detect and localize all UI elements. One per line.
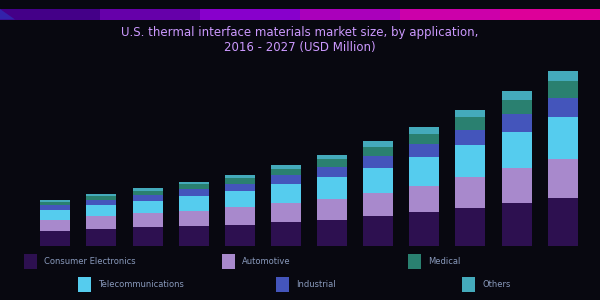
Bar	[548, 159, 578, 197]
Bar	[502, 203, 532, 246]
Bar	[502, 100, 532, 115]
Bar	[317, 199, 347, 220]
Bar	[455, 130, 485, 145]
Bar	[179, 211, 209, 226]
Bar	[271, 169, 301, 176]
Bar	[317, 160, 347, 167]
Bar	[317, 220, 347, 246]
Bar	[548, 71, 578, 81]
Text: Medical: Medical	[428, 257, 461, 266]
Bar	[222, 254, 235, 269]
Text: Telecommunications: Telecommunications	[98, 280, 184, 289]
Bar	[455, 208, 485, 246]
Bar	[502, 115, 532, 132]
Bar	[179, 189, 209, 196]
Bar	[40, 205, 70, 210]
Bar	[179, 182, 209, 184]
Bar	[548, 98, 578, 117]
Bar	[409, 134, 439, 144]
Bar	[502, 132, 532, 169]
Bar	[409, 158, 439, 186]
Bar	[317, 178, 347, 199]
Bar	[455, 178, 485, 208]
Bar	[40, 231, 70, 246]
Bar	[225, 175, 255, 178]
Bar	[225, 184, 255, 191]
Bar	[86, 216, 116, 229]
Bar	[133, 190, 163, 195]
Bar	[225, 224, 255, 246]
Bar	[86, 205, 116, 216]
Bar	[133, 227, 163, 246]
Bar	[24, 254, 37, 269]
Bar	[40, 210, 70, 220]
Bar	[271, 203, 301, 222]
Bar	[179, 196, 209, 211]
Polygon shape	[0, 9, 15, 20]
Bar	[86, 200, 116, 205]
Bar	[409, 212, 439, 246]
Text: Automotive: Automotive	[242, 257, 291, 266]
Bar	[502, 169, 532, 203]
Bar	[462, 277, 475, 292]
Bar	[133, 201, 163, 214]
Bar	[225, 207, 255, 224]
Bar	[455, 110, 485, 117]
Bar	[271, 222, 301, 246]
Bar	[133, 195, 163, 201]
Bar	[300, 9, 400, 20]
Bar	[363, 216, 393, 246]
Bar	[502, 91, 532, 100]
Bar	[500, 9, 600, 20]
Bar	[409, 144, 439, 158]
Bar	[363, 193, 393, 216]
Bar	[409, 127, 439, 134]
Bar	[179, 184, 209, 189]
Bar	[408, 254, 421, 269]
Bar	[548, 197, 578, 246]
Bar	[455, 117, 485, 130]
Text: Consumer Electronics: Consumer Electronics	[44, 257, 136, 266]
Bar	[271, 184, 301, 203]
Text: Industrial: Industrial	[296, 280, 336, 289]
Bar	[548, 81, 578, 98]
Text: Others: Others	[482, 280, 511, 289]
Bar	[133, 214, 163, 227]
Bar	[363, 147, 393, 156]
Bar	[409, 186, 439, 212]
Bar	[179, 226, 209, 246]
Bar	[317, 167, 347, 178]
Bar	[455, 145, 485, 178]
Bar	[276, 277, 289, 292]
Bar	[0, 9, 100, 20]
Bar	[363, 156, 393, 168]
Bar	[363, 168, 393, 193]
Bar	[225, 191, 255, 207]
Bar	[86, 196, 116, 200]
Bar	[86, 194, 116, 196]
Bar	[363, 142, 393, 147]
Bar	[400, 9, 500, 20]
Bar	[100, 9, 200, 20]
Bar	[133, 188, 163, 190]
Bar	[86, 229, 116, 246]
Bar	[40, 220, 70, 231]
Bar	[40, 202, 70, 205]
Text: U.S. thermal interface materials market size, by application,
2016 - 2027 (USD M: U.S. thermal interface materials market …	[121, 26, 479, 54]
Bar	[78, 277, 91, 292]
Bar	[548, 117, 578, 159]
Bar	[317, 154, 347, 160]
Bar	[271, 165, 301, 169]
Bar	[40, 200, 70, 202]
Bar	[225, 178, 255, 184]
Bar	[271, 176, 301, 184]
Bar	[200, 9, 300, 20]
